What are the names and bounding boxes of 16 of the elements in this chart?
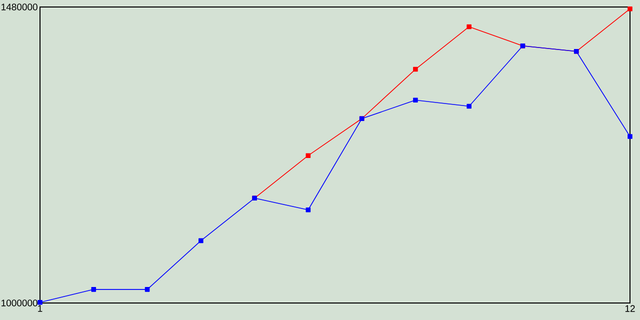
point: [413, 98, 418, 103]
x-tick-label: 12: [625, 305, 635, 312]
point: [144, 287, 150, 292]
point: [413, 66, 418, 72]
point: [628, 134, 632, 139]
point: [91, 287, 96, 292]
point: [466, 24, 472, 30]
point: [306, 207, 311, 212]
y-tick-label: 1000000: [2, 300, 38, 306]
x-tick-label: 1: [38, 305, 42, 312]
y-tick-label: 1480000: [2, 4, 38, 10]
point: [306, 153, 311, 158]
point: [198, 238, 204, 244]
point: [628, 6, 632, 12]
point: [38, 300, 42, 305]
point: [466, 104, 472, 109]
